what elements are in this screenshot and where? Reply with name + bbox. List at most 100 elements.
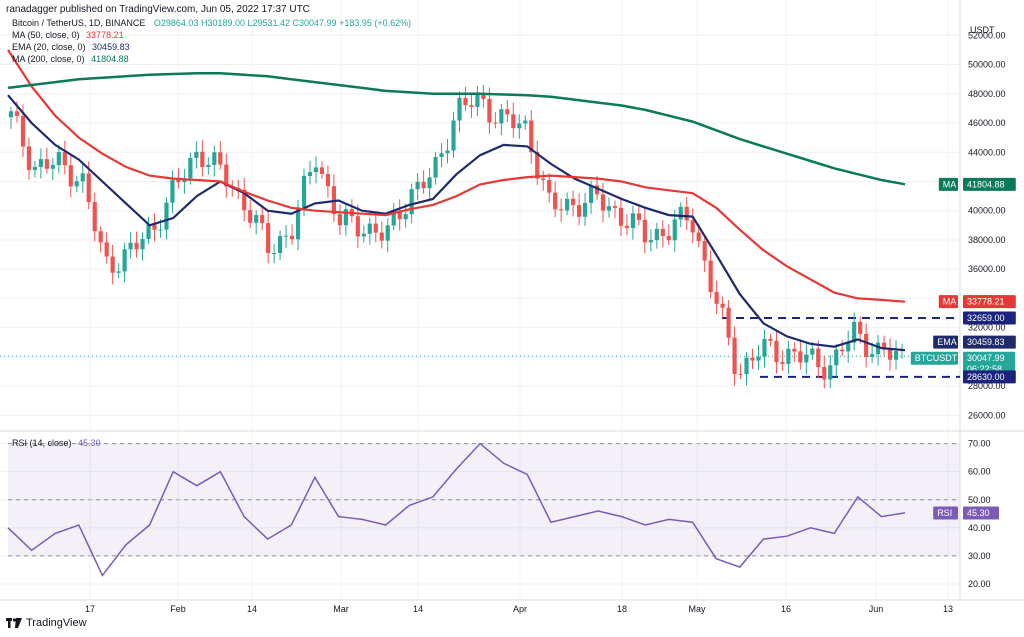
candle-body: [576, 205, 582, 217]
candle-body: [624, 225, 630, 229]
candle-body: [325, 174, 331, 187]
footer-brand[interactable]: TradingView: [6, 617, 87, 629]
rsi-line: [7, 442, 906, 577]
ma50-tag-bg: [938, 295, 958, 309]
candle-body: [768, 338, 773, 341]
ma50-price-label: 33778.21: [967, 297, 1005, 307]
rsi-tick-label: 70.00: [968, 439, 991, 449]
candle-body: [666, 235, 671, 241]
candle-body: [116, 271, 121, 273]
candle-body: [50, 165, 55, 169]
rsi-legend[interactable]: RSI (14, close) 45.30: [12, 438, 101, 448]
candle-body: [588, 185, 594, 203]
price-tick-label: 40000.00: [968, 206, 1006, 216]
ma200-legend[interactable]: MA (200, close, 0) 41804.88: [12, 54, 129, 64]
candle-body: [289, 235, 295, 240]
rsi-tick-label: 20.00: [968, 579, 991, 589]
candle-body: [134, 242, 139, 250]
rsi-value-label: 45.30: [967, 508, 990, 518]
candle-body: [475, 92, 480, 107]
candle-body: [523, 120, 528, 124]
candle-body: [188, 157, 193, 179]
candle-body: [600, 194, 606, 211]
candle-body: [26, 146, 32, 170]
ma50-price-label-bg: [963, 295, 1016, 309]
price-tick-label: 28000.00: [968, 381, 1006, 391]
candle-body: [355, 216, 360, 237]
price-tick-label: 46000.00: [968, 118, 1006, 128]
candle-body: [248, 210, 253, 223]
time-tick-label: 17: [85, 604, 95, 614]
candle-body: [875, 342, 881, 355]
candle-body: [104, 242, 109, 257]
candle-body: [816, 348, 821, 368]
lines-layer: [7, 49, 906, 352]
candle-body: [571, 198, 576, 206]
candle-body: [744, 357, 749, 375]
candle-body: [110, 256, 115, 273]
candle-body: [828, 365, 833, 380]
ma200-price-label-bg: [963, 177, 1016, 191]
candle-body: [451, 120, 456, 151]
candle-body: [499, 109, 504, 124]
rsi-legend-label: RSI (14, close): [12, 438, 72, 448]
countdown-label: 06:22:58: [967, 364, 1002, 374]
ma50-tag: MA: [943, 297, 957, 307]
candle-body: [367, 223, 372, 234]
price-tick-label: 32000.00: [968, 323, 1006, 333]
candle-body: [702, 241, 707, 261]
candle-body: [14, 111, 20, 117]
ma200-tag: MA: [943, 179, 957, 189]
rsi-tag: RSI: [937, 508, 952, 518]
candle-body: [212, 152, 217, 165]
ema-tag-bg: [933, 335, 958, 349]
candle-body: [38, 159, 43, 168]
candle-body: [630, 213, 636, 229]
candle-body: [32, 167, 38, 170]
ma200-legend-label: MA (200, close, 0): [12, 54, 85, 64]
candle-body: [774, 340, 779, 363]
candle-body: [206, 164, 211, 167]
ema20-line: [7, 94, 906, 352]
ema20-legend-value: 30459.83: [92, 42, 130, 52]
candle-body: [893, 351, 899, 360]
grid-layer: [0, 0, 960, 600]
ma200-line: [7, 72, 906, 186]
candle-body: [708, 260, 713, 292]
candle-body: [319, 167, 325, 175]
candle-body: [307, 172, 313, 176]
candle-body: [547, 180, 552, 193]
ma200-legend-value: 41804.88: [91, 54, 129, 64]
candle-body: [606, 206, 612, 211]
ma200-tag-bg: [938, 177, 958, 191]
candle-body: [397, 210, 402, 220]
ma50-legend[interactable]: MA (50, close, 0) 33778.21: [12, 30, 124, 40]
candle-body: [44, 159, 49, 169]
candle-body: [361, 233, 366, 237]
candle-body: [8, 111, 14, 118]
candle-body: [194, 151, 199, 158]
price-tick-label: 50000.00: [968, 60, 1006, 70]
candle-body: [541, 178, 546, 181]
candle-body: [834, 349, 839, 366]
candle-body: [379, 232, 384, 241]
time-tick-label: Apr: [513, 604, 527, 614]
candle-body: [684, 206, 689, 221]
candle-body: [678, 206, 683, 220]
time-tick-label: 14: [413, 604, 423, 614]
tradingview-logo-icon: [6, 618, 22, 628]
candle-body: [224, 164, 229, 187]
ma50-legend-value: 33778.21: [86, 30, 124, 40]
candle-body: [505, 109, 510, 115]
candle-body: [648, 240, 653, 243]
rsi-tick-label: 60.00: [968, 467, 991, 477]
candle-body: [846, 342, 851, 352]
candle-body: [642, 219, 647, 243]
rsi-legend-value: 45.30: [78, 438, 101, 448]
ma50-line: [7, 49, 906, 303]
ema20-legend[interactable]: EMA (20, close, 0) 30459.83: [12, 42, 130, 52]
candle-body: [86, 173, 91, 203]
candle-body: [529, 120, 534, 153]
ma200-price-label: 41804.88: [967, 179, 1005, 189]
candle-body: [421, 181, 426, 189]
